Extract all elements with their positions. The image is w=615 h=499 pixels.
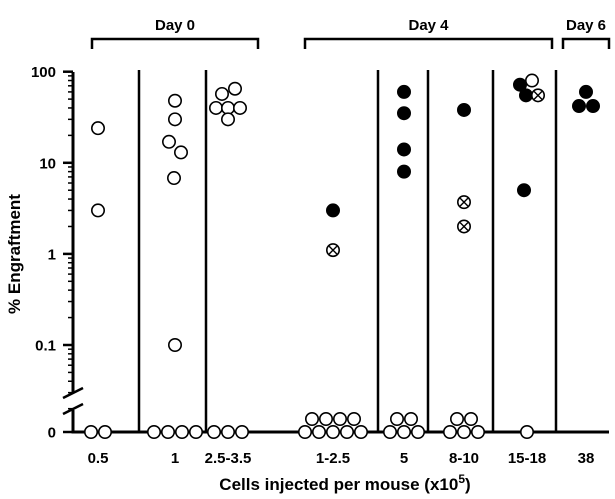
data-point-open (233, 100, 248, 115)
data-point-open (346, 411, 361, 426)
data-point-open (168, 112, 183, 127)
data-point-open (235, 424, 250, 439)
data-point-filled (585, 99, 600, 114)
data-point-open (161, 424, 176, 439)
x-category-label: 5 (400, 450, 408, 467)
data-point-open (209, 100, 224, 115)
data-point-open (207, 424, 222, 439)
x-axis-title-end: ) (465, 475, 471, 494)
x-category-label: 1 (171, 450, 179, 467)
data-point-open (470, 424, 485, 439)
data-point-open (167, 171, 182, 186)
data-point-open (91, 203, 106, 218)
data-point-open (382, 424, 397, 439)
data-point-open (325, 424, 340, 439)
y-tick-label: 1 (48, 246, 56, 263)
category-dividers (137, 70, 558, 432)
data-point-open (449, 411, 464, 426)
x-category-label: 0.5 (88, 450, 109, 467)
group-label: Day 6 (566, 17, 606, 34)
group-bracket (303, 37, 554, 49)
data-point-filled (512, 77, 527, 92)
data-point-open (189, 424, 204, 439)
data-point-open (442, 424, 457, 439)
data-point-filled (516, 183, 531, 198)
data-point-open (396, 424, 411, 439)
group-bracket (90, 37, 260, 49)
x-category-label: 2.5-3.5 (205, 450, 252, 467)
y-tick-label: 10 (39, 155, 56, 172)
data-point-open (215, 86, 230, 101)
data-point-open (162, 134, 177, 149)
data-point-open (168, 337, 183, 352)
data-point-open (519, 424, 534, 439)
data-point-open (221, 424, 236, 439)
data-point-open (147, 424, 162, 439)
x-axis-title: Cells injected per mouse (x105) (219, 472, 470, 494)
data-point-filled (396, 84, 411, 99)
data-point-open (524, 73, 539, 88)
group-label: Day 0 (155, 17, 195, 34)
data-point-open (463, 411, 478, 426)
group-brackets (90, 37, 611, 49)
data-point-open (456, 424, 471, 439)
data-point-filled (325, 203, 340, 218)
data-point-open (91, 121, 106, 136)
data-point-open (228, 81, 243, 96)
data-point-filled (456, 102, 471, 117)
data-point-open (339, 424, 354, 439)
data-point-open (332, 411, 347, 426)
data-point-open (389, 411, 404, 426)
data-point-filled (571, 99, 586, 114)
data-point-crossed (456, 195, 471, 210)
data-point-open (175, 424, 190, 439)
data-point-filled (518, 88, 533, 103)
data-point-open (311, 424, 326, 439)
y-axis-title: % Engraftment (5, 194, 24, 314)
data-point-crossed (530, 88, 545, 103)
data-point-open (318, 411, 333, 426)
x-category-label: 38 (578, 450, 595, 467)
data-point-filled (396, 106, 411, 121)
y-tick-label: 0.1 (35, 338, 56, 355)
data-point-filled (578, 84, 593, 99)
data-point-crossed (325, 243, 340, 258)
labels-layer: 100 10 1 0.1 0 Day 0 Day 4 Day 6 0.5 1 2.5-3.5 1-2.… (31, 17, 606, 467)
x-category-label: 8-10 (449, 450, 479, 467)
group-label: Day 4 (408, 17, 449, 34)
data-point-filled (396, 164, 411, 179)
y-tick-label: 0 (48, 425, 56, 442)
x-axis-title-superscript: 5 (458, 472, 465, 486)
data-point-open (410, 424, 425, 439)
data-point-open (353, 424, 368, 439)
y-tick-label: 100 (31, 64, 56, 81)
data-point-open (84, 424, 99, 439)
x-category-label: 1-2.5 (316, 450, 350, 467)
data-point-filled (396, 142, 411, 157)
group-bracket (561, 37, 611, 49)
data-point-open (297, 424, 312, 439)
data-point-open (221, 112, 236, 127)
data-point-open (98, 424, 113, 439)
data-point-open (168, 93, 183, 108)
data-point-open (304, 411, 319, 426)
data-points (84, 73, 600, 439)
data-point-open (221, 100, 236, 115)
x-category-label: 15-18 (508, 450, 546, 467)
data-point-open (403, 411, 418, 426)
data-point-crossed (456, 219, 471, 234)
data-point-open (174, 145, 189, 160)
